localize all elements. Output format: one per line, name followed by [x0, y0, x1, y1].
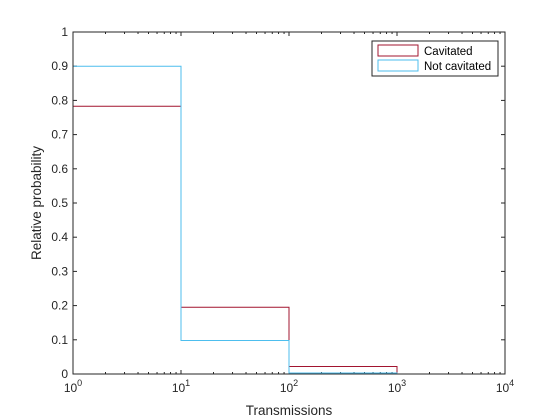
legend-label: Not cavitated [424, 61, 491, 73]
legend-label: Cavitated [424, 46, 473, 58]
legend-box [371, 40, 499, 77]
y-tick-label: 0.5 [51, 196, 68, 210]
y-tick-label: 0 [61, 367, 68, 381]
plot-frame [72, 31, 506, 375]
y-tick-label: 0.3 [51, 264, 68, 278]
x-tick-label: 101 [172, 378, 190, 395]
x-tick-label: 103 [388, 378, 406, 395]
x-tick-label: 102 [280, 378, 298, 395]
legend-swatch [377, 44, 419, 57]
y-tick-label: 0.2 [51, 299, 68, 313]
y-tick-label: 0.1 [51, 333, 68, 347]
series-layer [72, 65, 398, 374]
y-tick-label: 0.8 [51, 93, 68, 107]
y-tick-label: 0.6 [51, 162, 68, 176]
series-cavitated-outline [72, 105, 398, 374]
ticks-layer: 0 0.1 0.2 0.3 0.4 0.5 0.6 0.7 0.8 0.9 1 100 101 102 10… [51, 25, 514, 395]
legend: Cavitated Not cavitated [371, 40, 499, 77]
x-tick-label: 100 [64, 378, 82, 395]
x-tick-label: 104 [496, 378, 514, 395]
y-axis-label: Relative probability [29, 146, 44, 260]
legend-swatch [377, 59, 419, 72]
y-tick-label: 0.7 [51, 128, 68, 142]
y-tick-label: 1 [61, 25, 68, 39]
x-axis-label: Transmissions [246, 403, 333, 418]
series-not-cavitated-outline [72, 65, 398, 374]
y-tick-label: 0.4 [51, 230, 68, 244]
y-tick-label: 0.9 [51, 59, 68, 73]
